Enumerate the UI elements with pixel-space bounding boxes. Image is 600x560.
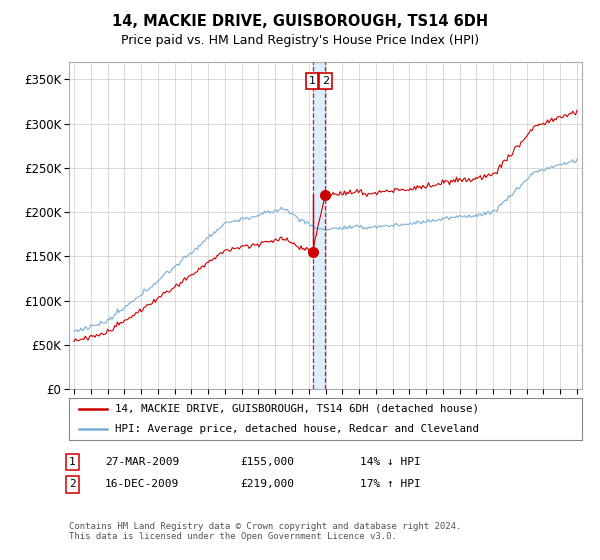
- Text: HPI: Average price, detached house, Redcar and Cleveland: HPI: Average price, detached house, Redc…: [115, 424, 479, 434]
- Text: Price paid vs. HM Land Registry's House Price Index (HPI): Price paid vs. HM Land Registry's House …: [121, 34, 479, 46]
- Text: £155,000: £155,000: [240, 457, 294, 467]
- Text: 14% ↓ HPI: 14% ↓ HPI: [360, 457, 421, 467]
- Text: 17% ↑ HPI: 17% ↑ HPI: [360, 479, 421, 489]
- Text: 1: 1: [69, 457, 76, 467]
- Text: 1: 1: [308, 76, 316, 86]
- Text: 16-DEC-2009: 16-DEC-2009: [105, 479, 179, 489]
- Text: 14, MACKIE DRIVE, GUISBOROUGH, TS14 6DH (detached house): 14, MACKIE DRIVE, GUISBOROUGH, TS14 6DH …: [115, 404, 479, 414]
- Text: £219,000: £219,000: [240, 479, 294, 489]
- Text: 2: 2: [322, 76, 329, 86]
- Text: 27-MAR-2009: 27-MAR-2009: [105, 457, 179, 467]
- Text: Contains HM Land Registry data © Crown copyright and database right 2024.
This d: Contains HM Land Registry data © Crown c…: [69, 522, 461, 542]
- Text: 2: 2: [69, 479, 76, 489]
- Bar: [313, 62, 325, 389]
- Text: 14, MACKIE DRIVE, GUISBOROUGH, TS14 6DH: 14, MACKIE DRIVE, GUISBOROUGH, TS14 6DH: [112, 14, 488, 29]
